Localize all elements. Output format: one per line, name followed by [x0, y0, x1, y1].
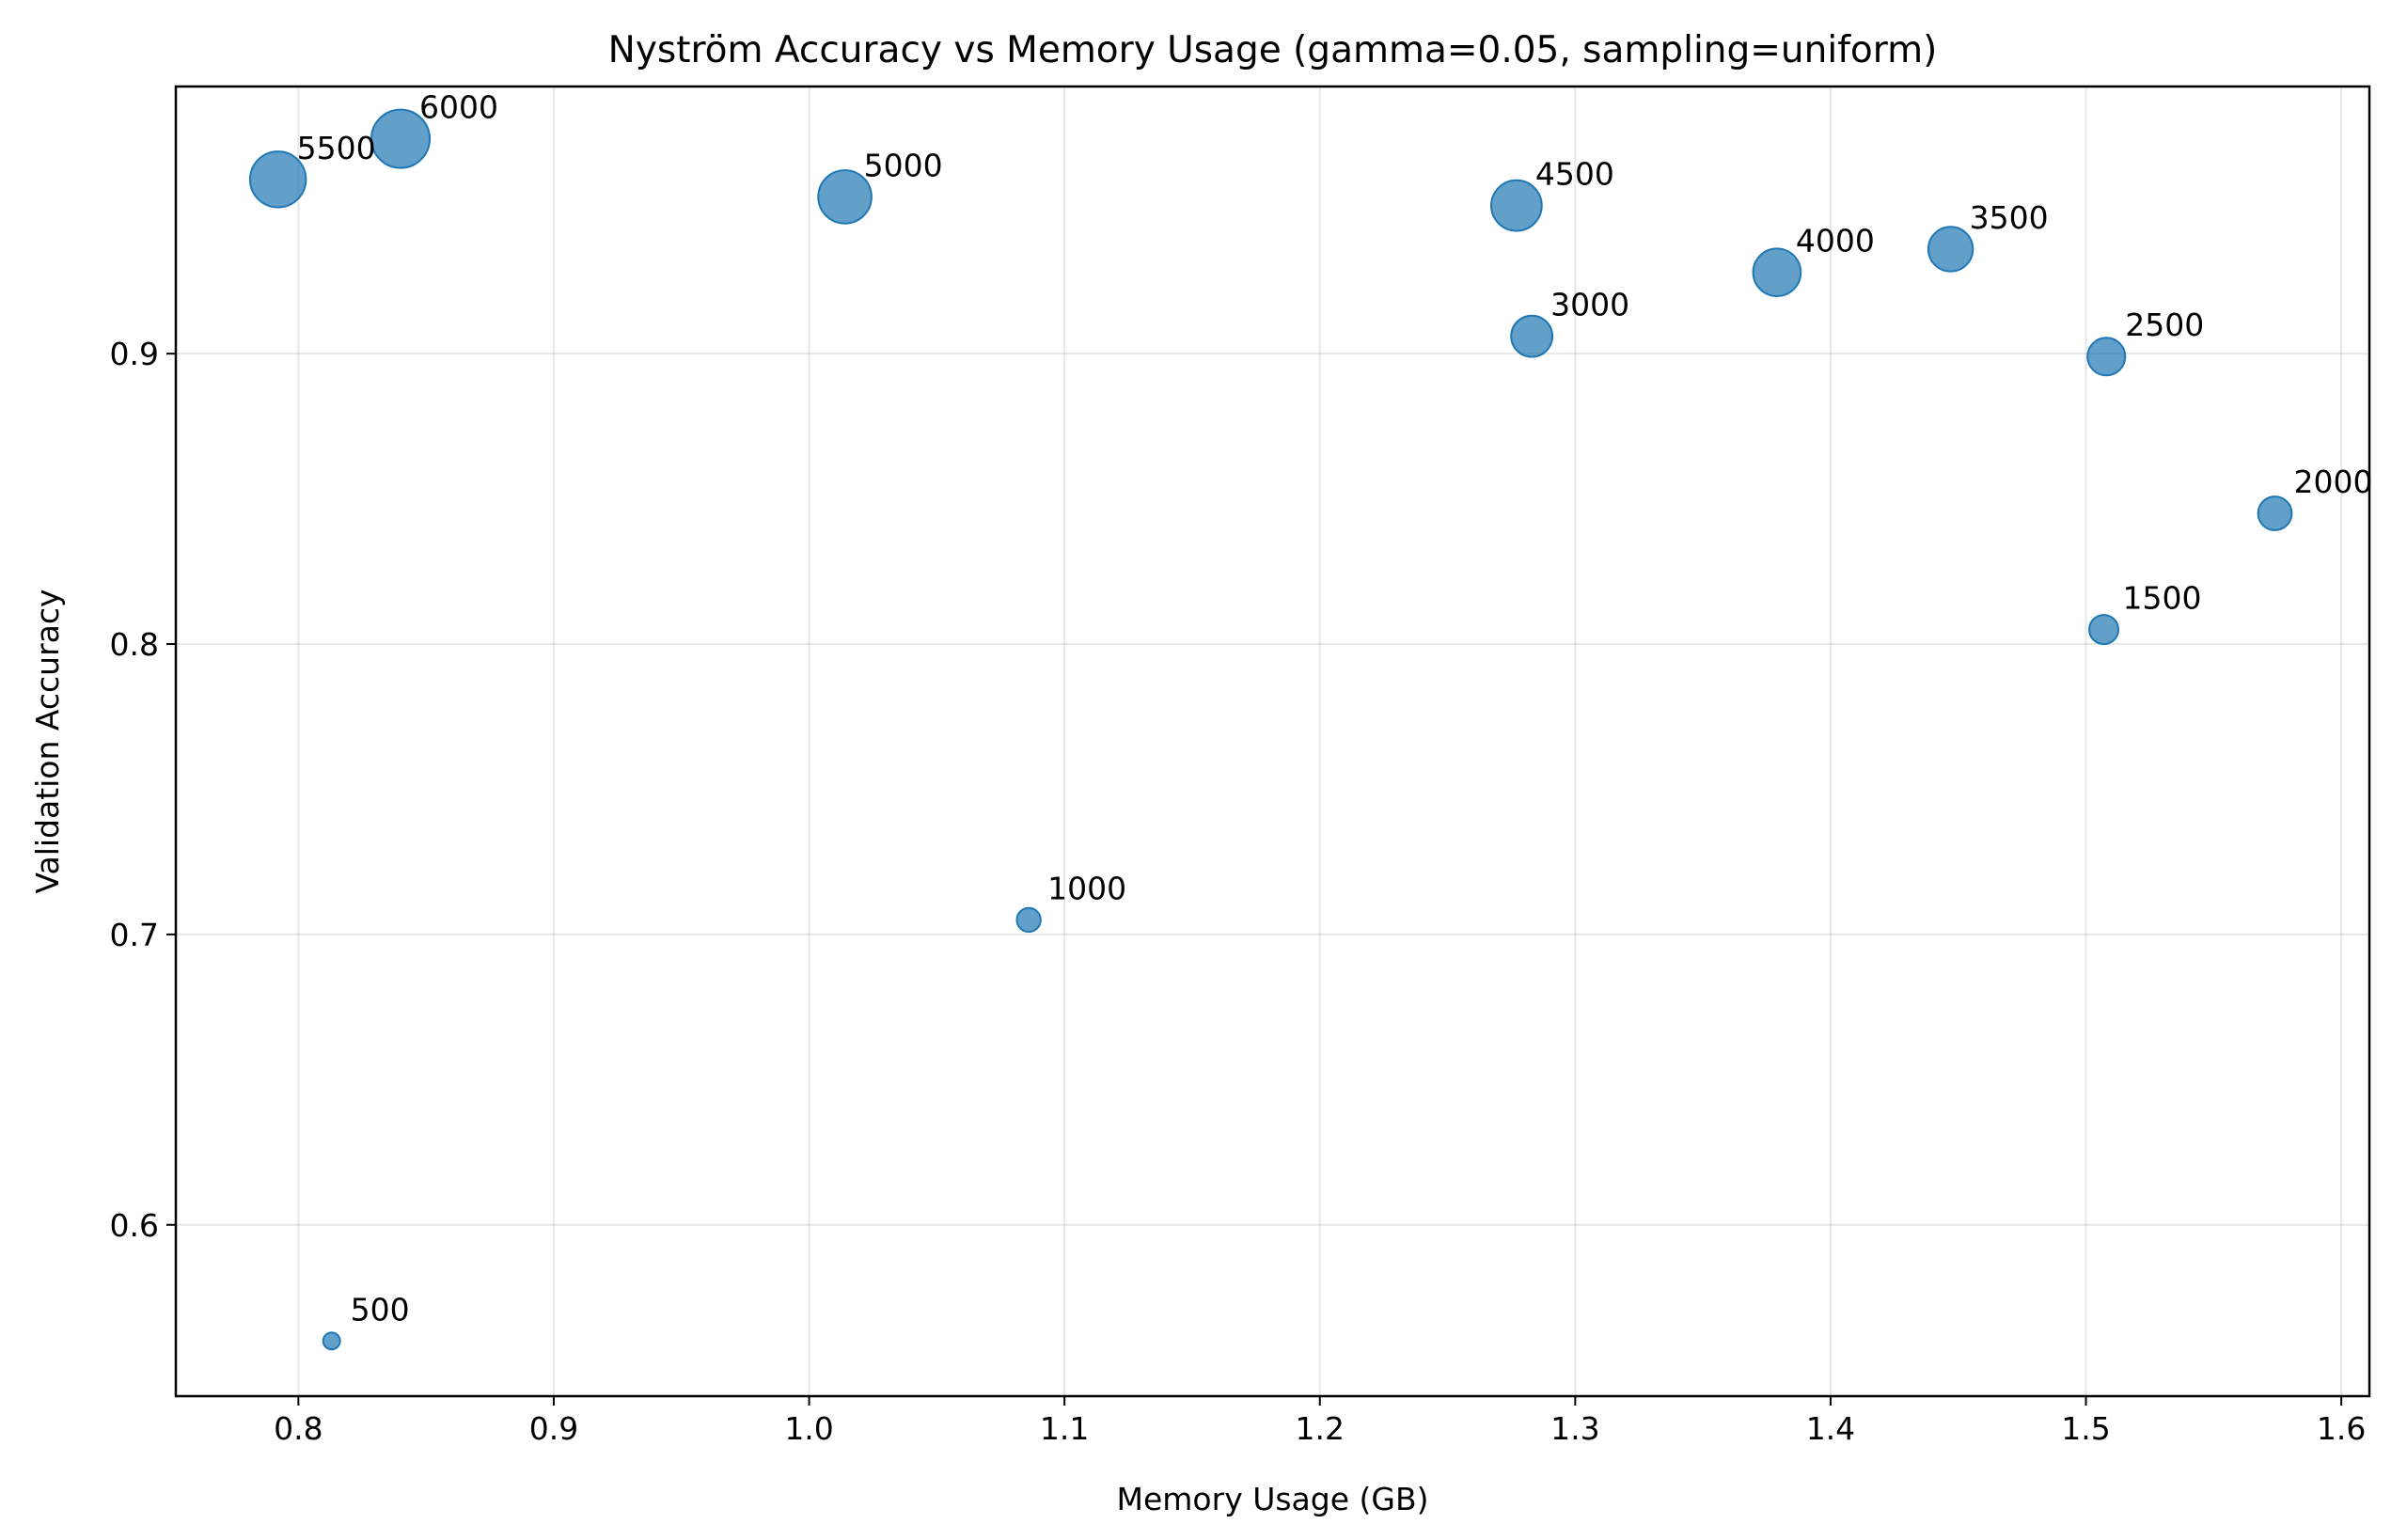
x-tick-label: 0.8: [274, 1410, 323, 1447]
axis-ticks: 0.8 0.9 1.0 1.1 1.2 1.3 1.4 1.5 1.6 0.6 0.7 0.8 0.9: [110, 336, 2367, 1447]
data-point: [2086, 337, 2127, 377]
x-tick-label: 1.4: [1806, 1410, 1855, 1447]
data-point-label: 5000: [864, 147, 943, 183]
data-point-label: 2000: [2294, 464, 2373, 500]
data-point: [248, 150, 307, 209]
data-point-label: 5500: [297, 130, 376, 166]
plot-frame: [174, 85, 2371, 1398]
x-tick-label: 1.2: [1296, 1410, 1345, 1447]
data-point-label: 4500: [1535, 156, 1614, 193]
data-point-label: 6000: [419, 89, 498, 126]
x-tick-label: 1.1: [1040, 1410, 1089, 1447]
data-point: [1015, 906, 1042, 934]
x-tick-label: 1.5: [2061, 1410, 2110, 1447]
data-point: [1490, 179, 1543, 232]
y-tick-label: 0.8: [110, 626, 159, 663]
data-point-label: 500: [351, 1291, 410, 1328]
data-point-label: 1000: [1047, 870, 1126, 906]
data-point: [1927, 226, 1974, 273]
grid: [176, 86, 2369, 1396]
data-point: [1752, 247, 1802, 297]
data-points: [248, 108, 2293, 1351]
point-labels: 500 1000 1500 2000 2500 3000 3500 4000 4500 5000 5…: [297, 89, 2373, 1328]
y-tick-label: 0.6: [110, 1207, 159, 1244]
data-point-label: 2500: [2125, 306, 2204, 343]
data-point: [370, 108, 432, 169]
x-tick-label: 0.9: [529, 1410, 578, 1447]
data-point: [2088, 614, 2120, 646]
data-point: [1510, 314, 1554, 358]
data-point: [817, 169, 873, 225]
y-tick-label: 0.7: [110, 917, 159, 953]
y-tick-label: 0.9: [110, 336, 159, 372]
data-point-label: 3000: [1550, 287, 1629, 323]
x-tick-label: 1.0: [784, 1410, 833, 1447]
x-tick-label: 1.6: [2317, 1410, 2366, 1447]
data-point: [2257, 495, 2293, 531]
x-tick-label: 1.3: [1550, 1410, 1599, 1447]
x-axis-label: Memory Usage (GB): [1117, 1481, 1429, 1517]
chart-title: Nyström Accuracy vs Memory Usage (gamma=…: [608, 29, 1938, 71]
data-point-label: 3500: [1970, 199, 2049, 236]
data-point-label: 1500: [2123, 580, 2202, 617]
data-point: [322, 1331, 341, 1351]
y-axis-label: Validation Accuracy: [29, 589, 66, 893]
data-point-label: 4000: [1796, 223, 1875, 259]
